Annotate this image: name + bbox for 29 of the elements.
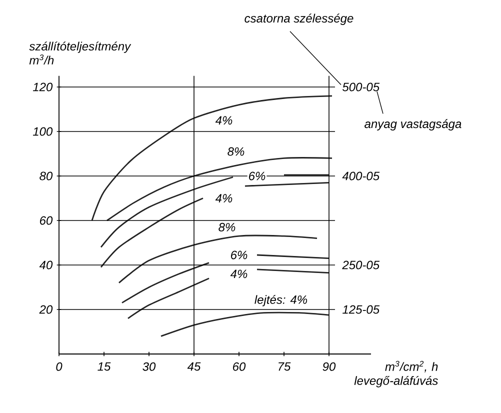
x-tick-label: 0 [56, 362, 62, 371]
annotation: 8% [218, 222, 236, 232]
y-tick-label: 100 [32, 127, 53, 136]
annotation: 125-05 [342, 305, 380, 314]
y-tick-label: 20 [39, 305, 53, 314]
text: csatorna szélessége [244, 14, 354, 25]
annotation: 4% [230, 270, 248, 278]
y-tick-label: 120 [32, 82, 53, 92]
x-tick-label: 30 [142, 362, 156, 371]
x-tick-label: 45 [187, 362, 201, 371]
annotation: 4% [215, 116, 232, 125]
annotation: 6% [249, 172, 266, 180]
x-tick-label: 90 [322, 362, 336, 371]
y-axis-title: szállítóteljesítmény m$^{3}$/h [29, 42, 132, 65]
y-tick-label: 60 [40, 216, 53, 225]
x-tick-label: 60 [233, 362, 246, 371]
x-tick-label: 75 [278, 362, 291, 371]
annotation: 8% [228, 147, 244, 156]
annotation: 250-05 [342, 260, 380, 270]
x-tick-label: 15 [98, 362, 111, 371]
annotation: 400-05 [342, 172, 380, 180]
annotation: 4% [215, 194, 232, 202]
annotation: lejtés: 4% [254, 294, 308, 306]
y-tick-label: 80 [40, 172, 53, 180]
y-tick-label: 40 [39, 260, 53, 270]
x-axis-title: m$^{3}$/cm$^{2}$, h levegő-aláfúvás [354, 360, 438, 388]
annotation: anyag vastagsága [364, 119, 462, 130]
annotation: 6% [231, 250, 248, 260]
annotation: 500-05 [342, 82, 380, 92]
